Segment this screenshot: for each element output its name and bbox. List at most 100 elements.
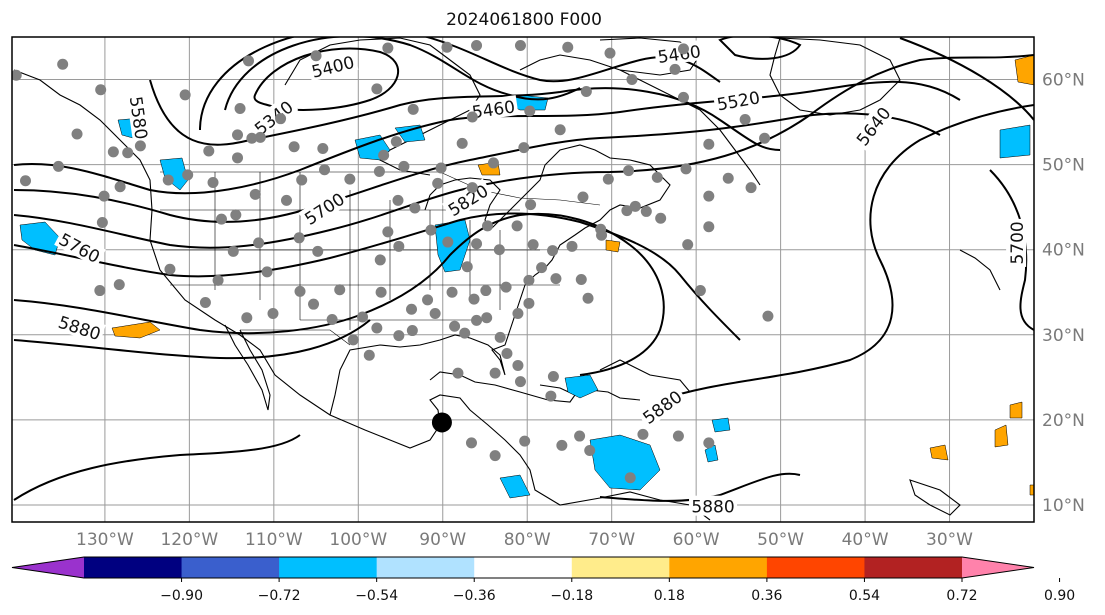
longitude-label: 50°W xyxy=(757,530,804,550)
colorbar-segment xyxy=(864,557,963,578)
station-marker xyxy=(446,286,458,298)
station-marker xyxy=(232,152,244,164)
station-marker xyxy=(215,213,227,225)
colorbar-outline xyxy=(11,556,1035,579)
contour-label-text: 5700 xyxy=(1008,221,1028,264)
colorbar-segment xyxy=(181,557,280,578)
station-marker xyxy=(398,160,410,172)
station-marker xyxy=(545,390,557,402)
longitude-label: 90°W xyxy=(419,530,466,550)
map-title: 2024061800 F000 xyxy=(446,10,602,30)
longitude-label: 70°W xyxy=(588,530,635,550)
colorbar-segment xyxy=(766,557,865,578)
station-marker xyxy=(425,224,437,236)
station-marker xyxy=(288,141,300,153)
station-marker xyxy=(254,131,266,143)
station-marker xyxy=(512,308,524,320)
longitude-label: 30°W xyxy=(926,530,973,550)
station-marker xyxy=(122,147,134,159)
station-marker xyxy=(518,142,530,154)
station-marker xyxy=(422,294,434,306)
station-marker xyxy=(246,132,258,144)
colorbar-extend-high xyxy=(962,557,1034,578)
station-marker xyxy=(629,200,641,212)
longitude-labels: 130°W 120°W 110°W 100°W 90°W 80°W 70°W 60°W 50°W… xyxy=(76,530,973,550)
station-marker xyxy=(203,145,215,157)
contour-label-bg xyxy=(307,50,359,82)
contour-label-bg xyxy=(54,227,106,268)
station-marker xyxy=(162,174,174,186)
station-marker xyxy=(489,367,501,379)
station-marker xyxy=(604,47,616,59)
contour-label: 5880 xyxy=(689,495,738,518)
map-frame xyxy=(11,36,1035,523)
station-marker xyxy=(347,334,359,346)
station-marker xyxy=(310,50,322,62)
station-marker xyxy=(374,254,386,266)
station-marker xyxy=(179,89,191,101)
colorbar-segment xyxy=(84,557,183,578)
station-marker xyxy=(471,40,483,52)
station-marker xyxy=(624,472,636,484)
colorbar-tick-label: −0.18 xyxy=(550,588,593,604)
station-marker xyxy=(527,239,539,251)
station-marker xyxy=(392,194,404,206)
station-marker xyxy=(651,171,663,183)
station-marker xyxy=(739,114,751,126)
station-marker xyxy=(212,274,224,286)
station-marker xyxy=(519,435,531,447)
station-marker xyxy=(577,191,589,203)
station-marker xyxy=(487,157,499,169)
contour-label: 5460 xyxy=(468,95,519,123)
station-marker xyxy=(511,220,523,232)
station-marker xyxy=(293,232,305,244)
storm-center-marker xyxy=(431,412,452,433)
contour-label-text: 5880 xyxy=(691,498,734,518)
station-marker xyxy=(98,190,110,202)
colorbar-segment xyxy=(571,557,670,578)
station-marker xyxy=(253,237,265,249)
station-marker xyxy=(500,281,512,293)
station-marker xyxy=(393,330,405,342)
colorbar-segment xyxy=(669,557,768,578)
station-marker xyxy=(442,236,454,248)
colorbar-tick-labels: −0.90 −0.72 −0.54 −0.36 −0.18 0.18 0.36 0.54 0.7… xyxy=(160,578,1075,604)
station-marker xyxy=(471,238,483,250)
station-marker xyxy=(637,428,649,440)
station-marker xyxy=(429,308,441,320)
station-marker xyxy=(481,312,493,324)
contour-label: 5580 xyxy=(125,92,153,143)
station-marker xyxy=(566,240,578,252)
station-marker xyxy=(334,284,346,296)
station-marker xyxy=(382,226,394,238)
station-marker xyxy=(680,163,692,175)
latitude-label: 50°N xyxy=(1042,156,1085,176)
station-marker xyxy=(12,69,22,81)
station-marker xyxy=(547,371,559,382)
station-marker xyxy=(623,165,635,177)
station-marker xyxy=(281,194,293,206)
station-marker xyxy=(574,430,586,442)
station-marker xyxy=(20,175,32,187)
latitude-label: 40°N xyxy=(1042,241,1085,261)
station-marker xyxy=(580,85,592,97)
station-marker xyxy=(640,205,652,217)
station-marker xyxy=(52,160,64,172)
station-marker xyxy=(57,58,69,70)
station-marker xyxy=(199,296,211,308)
station-marker xyxy=(461,261,473,273)
station-marker xyxy=(468,293,480,305)
station-marker xyxy=(480,285,492,297)
station-marker xyxy=(459,327,471,339)
station-marker xyxy=(493,244,505,256)
latitude-label: 10°N xyxy=(1042,496,1085,516)
station-marker xyxy=(703,138,715,150)
station-marker xyxy=(371,83,383,95)
station-marker xyxy=(677,91,689,103)
station-marker xyxy=(449,320,461,332)
station-marker xyxy=(344,173,356,185)
station-marker xyxy=(95,84,107,96)
station-marker xyxy=(406,325,418,337)
station-marker xyxy=(357,311,369,323)
station-marker xyxy=(378,149,390,161)
